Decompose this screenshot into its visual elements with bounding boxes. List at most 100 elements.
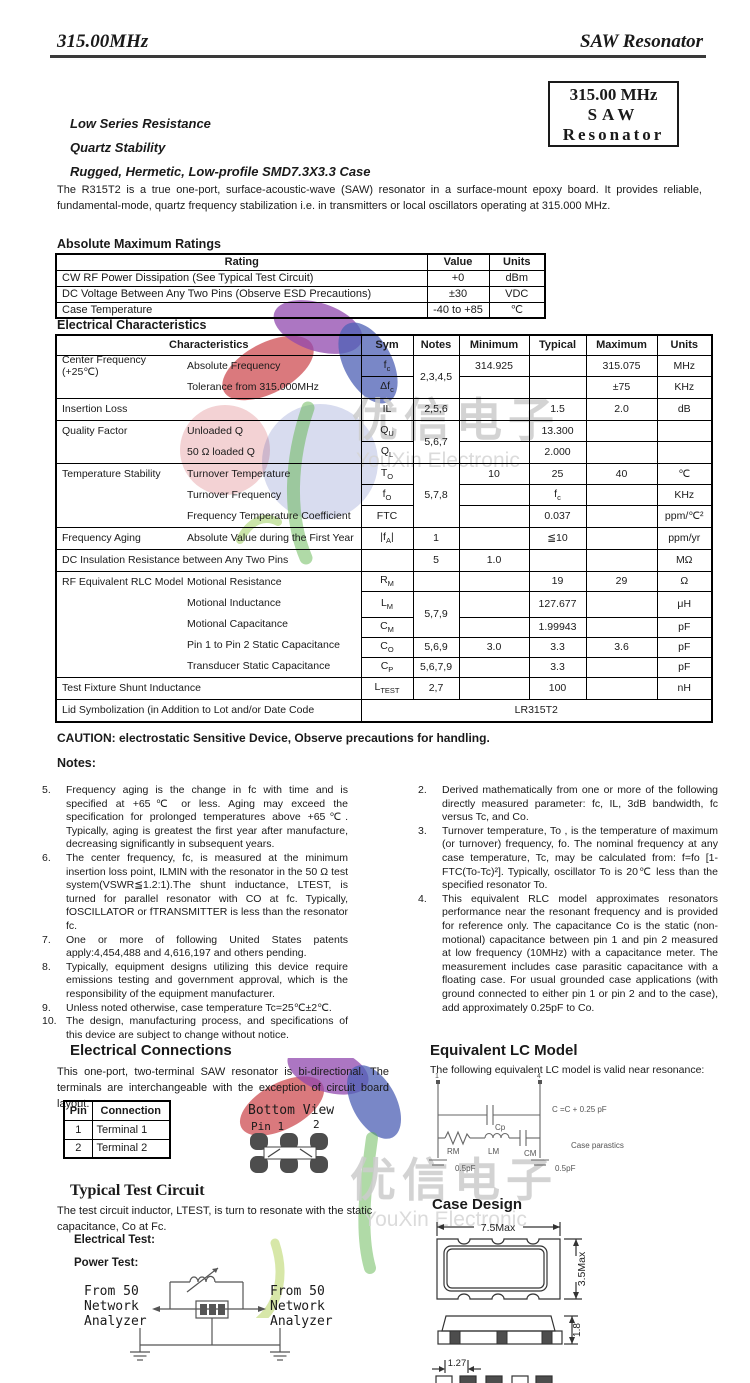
lc-cp-label: Cp (495, 1123, 506, 1132)
ec-typ: fc (528, 483, 587, 507)
feature-list: Low Series Resistance Quartz Stability R… (70, 112, 371, 184)
test-circuit-text: The test circuit inductor, LTEST, is tur… (57, 1205, 373, 1233)
ec-units: pF (656, 636, 713, 658)
ec-sub-label: Absolute Frequency (187, 360, 281, 372)
ec-units: MΩ (656, 548, 713, 572)
ec-sub-label: Tolerance from 315.000MHz (187, 381, 319, 393)
ec-units: pF (656, 656, 713, 678)
ec-group-label: Center Frequency (+25℃) (62, 355, 147, 378)
bottom-view-diagram (250, 1133, 328, 1173)
ec-notes: 2,7 (412, 676, 460, 700)
amr-title: Absolute Maximum Ratings (57, 237, 221, 251)
note-text: One or more of following United States p… (66, 933, 348, 960)
ec-sym: fc (360, 354, 414, 377)
ec-char-temperature-stability: Temperature Stability Turnover Temperatur… (55, 462, 362, 528)
ec-sym: LTEST (360, 676, 414, 700)
ec-header-maximum: Maximum (585, 334, 658, 356)
ec-sym: TO (360, 462, 414, 485)
pin-connection: Terminal 1 (91, 1119, 171, 1140)
ec-header-sym: Sym (360, 334, 414, 356)
ec-units: KHz (656, 483, 713, 507)
ec-max (585, 676, 658, 700)
pin-row: 2 Terminal 2 (63, 1138, 171, 1159)
ec-min (458, 376, 530, 399)
ec-typ (528, 354, 587, 377)
ec-notes: 5,6,9 (412, 636, 460, 658)
ec-typ: 19 (528, 570, 587, 592)
lc-model-circuit-diagram: 1 4 Cp RM LM CM 0.5pF 0.5pF C =C + 0.25 … (429, 1073, 624, 1173)
note-number: 10. (42, 1015, 57, 1028)
note-number: 4. (418, 892, 427, 905)
note-item: 5. Frequency aging is the change in fc wi… (36, 784, 348, 852)
watermark-cn-text: 优信电子 (350, 1154, 558, 1206)
ec-row: Lid Symbolization (in Addition to Lot an… (55, 698, 713, 722)
note-number: 6. (42, 851, 51, 864)
product-description: The R315T2 is a true one-port, surface-a… (57, 184, 702, 212)
lc-cap-right-label: 0.5pF (555, 1164, 576, 1173)
ec-row: LM 5,7,9 127.677 μH (56, 590, 713, 638)
note-number: 3. (418, 824, 427, 837)
ec-units (656, 419, 713, 442)
lc-model-text: The following equivalent LC model is val… (430, 1064, 705, 1076)
ec-notes: 5,6,7,9 (412, 656, 460, 678)
note-item: 2. Derived mathematically from one or mor… (412, 784, 718, 825)
ec-row: RF Equivalent RLC Model Motional Resistan… (55, 570, 713, 678)
pin1-label: Pin 1 (251, 1120, 285, 1133)
ec-max: 315.075 (585, 354, 658, 377)
electrical-test-label: Electrical Test: (74, 1234, 155, 1246)
note-item: 7. One or more of following United States… (36, 934, 348, 961)
ec-notes: 5,7,8 (412, 462, 460, 528)
ec-units: ℃ (656, 462, 713, 485)
note-item: 9. Unless noted otherwise, case temperatu… (36, 1002, 348, 1016)
lc-cm-label: CM (524, 1149, 537, 1158)
product-box-line1: 315.00 MHz (569, 85, 658, 104)
ec-min (458, 616, 530, 638)
header-rule (50, 55, 706, 58)
ec-char-rlc-model: RF Equivalent RLC Model Motional Resistan… (55, 570, 362, 678)
ec-notes: 5 (412, 548, 460, 572)
ec-units: nH (656, 676, 713, 700)
note-item: 4. This equivalent RLC model approximates… (412, 893, 718, 1015)
ec-max (585, 656, 658, 678)
ec-sym: QL (360, 441, 414, 464)
ec-sym: CP (360, 656, 414, 678)
pin-header-row: Pin Connection (63, 1100, 171, 1121)
lc-terminal-4-label: 4 (537, 1073, 541, 1080)
ec-min: 314.925 (458, 354, 530, 377)
ec-sym: CO (360, 636, 414, 658)
ec-notes: 1 (412, 526, 460, 550)
note-text: The center frequency, fc, is measured at… (66, 851, 348, 932)
ec-max (585, 483, 658, 507)
power-test-circuit-diagram (130, 1267, 290, 1361)
ec-sym: Δfc (360, 376, 414, 399)
lc-rm-label: RM (447, 1147, 460, 1156)
ec-units: ppm/℃² (656, 505, 713, 528)
ec-max (585, 505, 658, 528)
ec-typ (528, 548, 587, 572)
watermark-en-text: YouXin Electronic (363, 1208, 527, 1231)
bottom-view-label: Bottom View (248, 1103, 335, 1118)
ec-row: Δfc ±75 KHz (56, 376, 713, 399)
ec-typ: 3.3 (528, 656, 587, 678)
amr-row: Case Temperature -40 to +85 ℃ (55, 301, 546, 319)
amr-rating: DC Voltage Between Any Two Pins (Observe… (55, 285, 428, 303)
ec-notes: 5,7,9 (412, 590, 460, 638)
ec-char-insertion-loss: Insertion Loss (55, 397, 362, 421)
ec-units: MHz (656, 354, 713, 377)
page-header-product: SAW Resonator (579, 31, 703, 52)
ec-row: QL 2.000 (56, 441, 713, 464)
ec-max: ±75 (585, 376, 658, 399)
pin-header-pin: Pin (63, 1100, 93, 1121)
case-design-drawing: 7.5Max 3.5Max 1.8 1.27 (432, 1222, 588, 1383)
amr-header-units: Units (488, 253, 546, 271)
pin-row: 1 Terminal 1 (63, 1119, 171, 1140)
ec-char-center-frequency: Center Frequency (+25℃) Absolute Frequenc… (55, 354, 362, 399)
amr-row: CW RF Power Dissipation (See Typical Tes… (55, 269, 546, 287)
ec-sym: |fA| (360, 526, 414, 550)
note-number: 8. (42, 960, 51, 973)
lc-c-note: C =C + 0.25 pF (552, 1105, 607, 1114)
ec-max: 3.6 (585, 636, 658, 658)
ec-max (585, 441, 658, 464)
notes-title: Notes: (57, 756, 96, 770)
ec-units (656, 441, 713, 464)
